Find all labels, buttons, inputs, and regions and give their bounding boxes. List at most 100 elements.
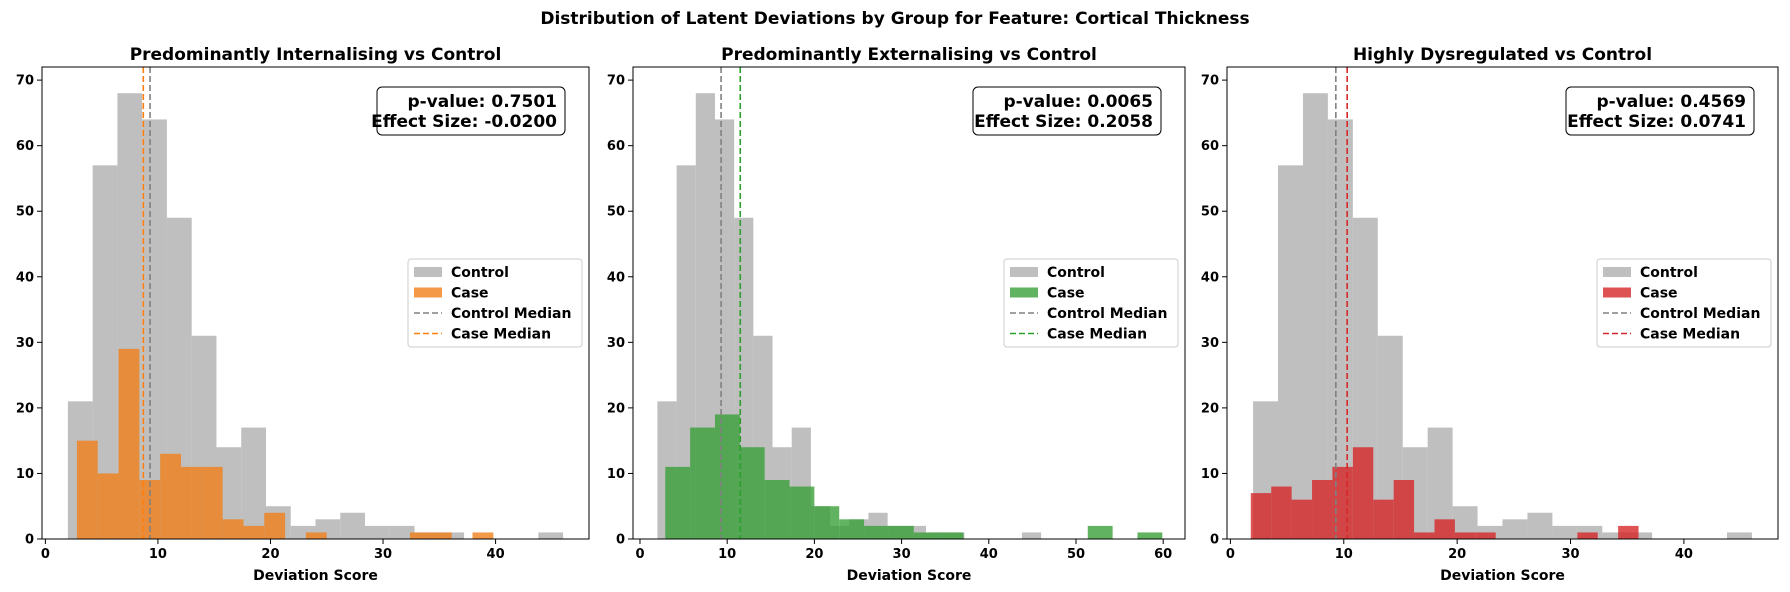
- case-hist-bar: [97, 473, 119, 539]
- case-hist-bar: [1137, 532, 1163, 539]
- case-hist-bar: [430, 532, 452, 539]
- effect-size-text: Effect Size: 0.0741: [1567, 112, 1746, 132]
- case-hist-bar: [305, 532, 327, 539]
- x-tick-label: 10: [1335, 547, 1353, 562]
- x-tick-label: 20: [805, 547, 823, 562]
- y-tick-label: 0: [1210, 533, 1219, 548]
- x-tick-label: 0: [635, 547, 644, 562]
- legend-control-swatch: [414, 267, 442, 277]
- control-hist-bar: [1278, 165, 1303, 539]
- case-hist-bar: [264, 512, 286, 539]
- case-hist-bar: [1618, 525, 1639, 539]
- case-hist-bar: [181, 466, 202, 539]
- case-hist-bar: [814, 506, 840, 539]
- legend: Control Case Control Median Case Median: [1003, 258, 1179, 348]
- control-hist-bar: [695, 93, 715, 539]
- y-tick-label: 30: [607, 336, 625, 351]
- x-tick-label: 30: [1561, 547, 1579, 562]
- y-tick-label: 0: [25, 533, 34, 548]
- x-tick-label: 60: [1154, 547, 1172, 562]
- y-tick-label: 40: [1201, 270, 1219, 285]
- legend-label: Case: [1047, 286, 1085, 302]
- case-hist-bar: [1434, 519, 1455, 539]
- legend-label: Control: [1047, 265, 1105, 281]
- panel-1: Predominantly Internalising vs Control 0 1…: [16, 45, 590, 584]
- legend-label: Case Median: [1047, 327, 1147, 343]
- x-tick-label: 40: [980, 547, 998, 562]
- y-tick-label: 50: [607, 205, 625, 220]
- legend-label: Case Median: [451, 327, 551, 343]
- x-tick-label: 30: [374, 547, 392, 562]
- x-tick-label: 40: [1675, 547, 1693, 562]
- legend-label: Control: [451, 265, 509, 281]
- legend-label: Control: [1640, 265, 1698, 281]
- y-tick-label: 30: [1201, 336, 1219, 351]
- case-hist-bar: [714, 414, 740, 539]
- case-hist-bar: [764, 480, 790, 539]
- case-hist-bar: [201, 466, 223, 539]
- control-hist-bar: [1627, 532, 1653, 539]
- control-hist-bar: [340, 512, 366, 539]
- legend-case-swatch: [1010, 287, 1038, 298]
- x-tick-label: 20: [261, 547, 279, 562]
- control-hist-bar: [1726, 532, 1752, 539]
- case-hist-bar: [1250, 493, 1272, 539]
- x-tick-label: 30: [893, 547, 911, 562]
- panels: Predominantly Internalising vs Control 0 1…: [16, 45, 1779, 584]
- panel-title: Highly Dysregulated vs Control: [1353, 45, 1652, 65]
- y-tick-label: 20: [16, 401, 34, 416]
- x-tick-label: 0: [1226, 547, 1235, 562]
- case-hist-bar: [1291, 499, 1313, 539]
- p-value-text: p-value: 0.0065: [1003, 92, 1153, 112]
- case-hist-bar: [1475, 532, 1496, 539]
- control-hist-bar: [1021, 532, 1042, 539]
- control-hist-bar: [1527, 512, 1553, 539]
- legend-control-swatch: [1010, 267, 1038, 277]
- case-hist-bar: [789, 486, 815, 539]
- x-tick-label: 10: [149, 547, 167, 562]
- effect-size-text: Effect Size: 0.2058: [974, 112, 1153, 132]
- y-tick-label: 10: [607, 467, 625, 482]
- stats-box: [376, 86, 566, 136]
- case-hist-bar: [410, 532, 431, 539]
- x-tick-label: 10: [718, 547, 736, 562]
- case-hist-bar: [938, 532, 964, 539]
- legend-frame: [1596, 258, 1772, 348]
- legend-label: Case: [451, 286, 489, 302]
- y-tick-label: 40: [607, 270, 625, 285]
- control-hist-bar: [1602, 532, 1628, 539]
- case-hist-bar: [1087, 525, 1113, 539]
- legend-frame: [407, 258, 583, 348]
- p-value-text: p-value: 0.4569: [1596, 92, 1746, 112]
- x-axis-label: Deviation Score: [253, 568, 378, 584]
- y-tick-label: 50: [1201, 205, 1219, 220]
- x-tick-label: 50: [1067, 547, 1085, 562]
- y-tick-label: 60: [1201, 139, 1219, 154]
- legend: Control Case Control Median Case Median: [407, 258, 583, 348]
- case-hist-bar: [1312, 480, 1333, 539]
- legend-case-swatch: [414, 287, 442, 298]
- case-hist-bar: [1352, 447, 1374, 539]
- stats-box: [1565, 86, 1755, 136]
- case-hist-bar: [665, 466, 691, 539]
- panel-title: Predominantly Internalising vs Control: [130, 45, 502, 65]
- legend-frame: [1003, 258, 1179, 348]
- legend: Control Case Control Median Case Median: [1596, 258, 1772, 348]
- legend-control-swatch: [1603, 267, 1631, 277]
- control-hist-bar: [1502, 519, 1528, 539]
- case-hist-bar: [839, 519, 865, 539]
- x-tick-label: 0: [41, 547, 50, 562]
- case-hist-bar: [243, 525, 265, 539]
- x-axis-label: Deviation Score: [1440, 568, 1565, 584]
- y-tick-label: 10: [16, 467, 34, 482]
- y-tick-label: 50: [16, 205, 34, 220]
- plot-frame: [41, 66, 590, 540]
- panel-3: Highly Dysregulated vs Control 0 10 20 30 40 0…: [1201, 45, 1779, 584]
- y-tick-label: 30: [16, 336, 34, 351]
- y-tick-label: 70: [16, 74, 34, 89]
- y-tick-label: 70: [607, 74, 625, 89]
- case-hist-bar: [76, 440, 98, 539]
- plot-frame: [632, 66, 1186, 540]
- legend-label: Control Median: [451, 306, 571, 322]
- y-tick-label: 20: [1201, 401, 1219, 416]
